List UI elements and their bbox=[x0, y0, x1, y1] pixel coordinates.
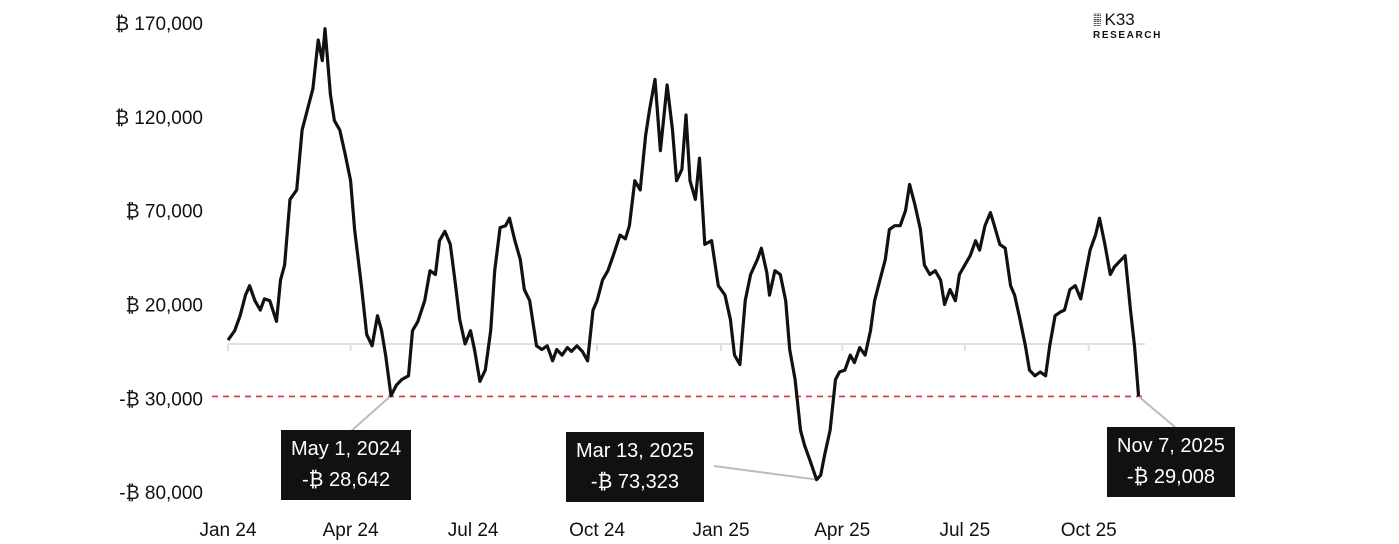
x-tick-label: Jul 24 bbox=[448, 520, 499, 541]
annotation-connector bbox=[1137, 395, 1176, 428]
annotation-date: Mar 13, 2025 bbox=[576, 440, 694, 462]
annotation-connector bbox=[713, 465, 817, 481]
annotation-value: -₿ 29,008 bbox=[1126, 466, 1216, 488]
logo-sub: RESEARCH bbox=[1093, 30, 1162, 41]
annotation-value: -₿ 28,642 bbox=[301, 469, 391, 491]
x-tick-label: Jan 25 bbox=[692, 520, 749, 541]
y-tick-label: ₿ 70,000 bbox=[126, 202, 203, 223]
logo-name: K33 bbox=[1104, 10, 1135, 29]
annotation-value: -₿ 73,323 bbox=[590, 471, 680, 493]
y-tick-label: ₿ 170,000 bbox=[115, 14, 203, 35]
annotation-connector bbox=[349, 394, 392, 433]
k33-research-logo: ⁞⁞⁞⁞⁞ ⁞⁞⁞⁞⁞ K33 RESEARCH bbox=[1093, 10, 1162, 41]
x-tick-label: Oct 24 bbox=[569, 520, 625, 541]
series-line bbox=[226, 27, 1141, 482]
x-tick-label: Apr 24 bbox=[323, 520, 379, 541]
logo-mark-icon: ⁞⁞⁞⁞⁞ ⁞⁞⁞⁞⁞ bbox=[1093, 12, 1101, 28]
annotation-may-2024: May 1, 2024 -₿ 28,642 bbox=[281, 430, 412, 500]
annotation-date: May 1, 2024 bbox=[291, 438, 402, 460]
x-tick-label: Oct 25 bbox=[1061, 520, 1117, 541]
x-tick-label: Apr 25 bbox=[814, 520, 870, 541]
x-tick-label: Jan 24 bbox=[199, 520, 256, 541]
y-tick-label: ₿ 120,000 bbox=[115, 108, 203, 129]
x-tick-label: Jul 25 bbox=[939, 520, 990, 541]
annotation-date: Nov 7, 2025 bbox=[1117, 435, 1225, 457]
annotation-nov-2025: Nov 7, 2025 -₿ 29,008 bbox=[1107, 427, 1235, 497]
y-tick-label: ₿ 20,000 bbox=[126, 295, 203, 316]
annotation-mar-2025: Mar 13, 2025 -₿ 73,323 bbox=[566, 432, 704, 502]
y-tick-label: -₿ 30,000 bbox=[119, 389, 203, 410]
y-tick-label: -₿ 80,000 bbox=[119, 483, 203, 504]
